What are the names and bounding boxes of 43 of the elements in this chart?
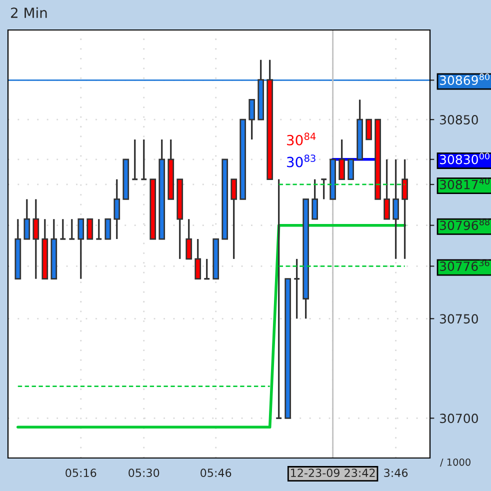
candlestick <box>104 218 112 240</box>
y-tick-label: 30850 <box>440 115 478 125</box>
candlestick <box>114 178 120 240</box>
x-tick-label: 05:16 <box>66 468 96 478</box>
annotation: 30$^{83}$ <box>287 154 316 168</box>
candlestick <box>366 118 372 140</box>
candlestick <box>95 218 102 240</box>
candlestick <box>338 138 345 180</box>
candlestick <box>24 198 30 240</box>
y-tick-label: 30776$^{36}$ <box>440 260 490 272</box>
chart-title: 2 Min <box>11 7 47 18</box>
candlestick <box>402 158 408 260</box>
x-tick-label: 05:46 <box>200 468 232 478</box>
candlestick <box>384 158 390 220</box>
candlestick <box>392 158 399 260</box>
y-tick-label: 30830$^{00}$ <box>440 152 490 164</box>
candlestick <box>320 178 328 200</box>
candlestick <box>248 98 256 140</box>
candlestick <box>230 178 238 260</box>
candlestick <box>186 218 192 260</box>
candlestick <box>140 138 148 180</box>
annotation: 30$^{84}$ <box>287 132 316 146</box>
candlestick <box>68 218 76 240</box>
candlestick <box>348 158 354 180</box>
y-tick-label: 30700 <box>440 414 478 424</box>
candlestick <box>86 218 94 240</box>
candlestick <box>293 258 300 320</box>
x-tick-label: 05:30 <box>128 468 160 478</box>
candlestick <box>194 238 202 280</box>
y-tick-label: 30817$^{40}$ <box>440 178 490 190</box>
candlestick <box>78 218 84 280</box>
candlestick <box>312 178 318 220</box>
y-tick-label: 30750 <box>440 314 478 324</box>
text: / 1000 <box>440 458 470 467</box>
x-tick-label: 3:46 <box>384 468 408 478</box>
y-tick-label: 30869$^{80}$ <box>440 74 490 85</box>
candlestick <box>275 178 282 420</box>
candlestick <box>203 258 210 280</box>
x-tick-label: 12-23-09 23:42 <box>291 468 375 478</box>
candlestick <box>131 138 138 180</box>
candlestick <box>32 198 40 280</box>
candlestick <box>59 218 66 240</box>
y-tick-label: 30796$^{88}$ <box>440 218 490 230</box>
